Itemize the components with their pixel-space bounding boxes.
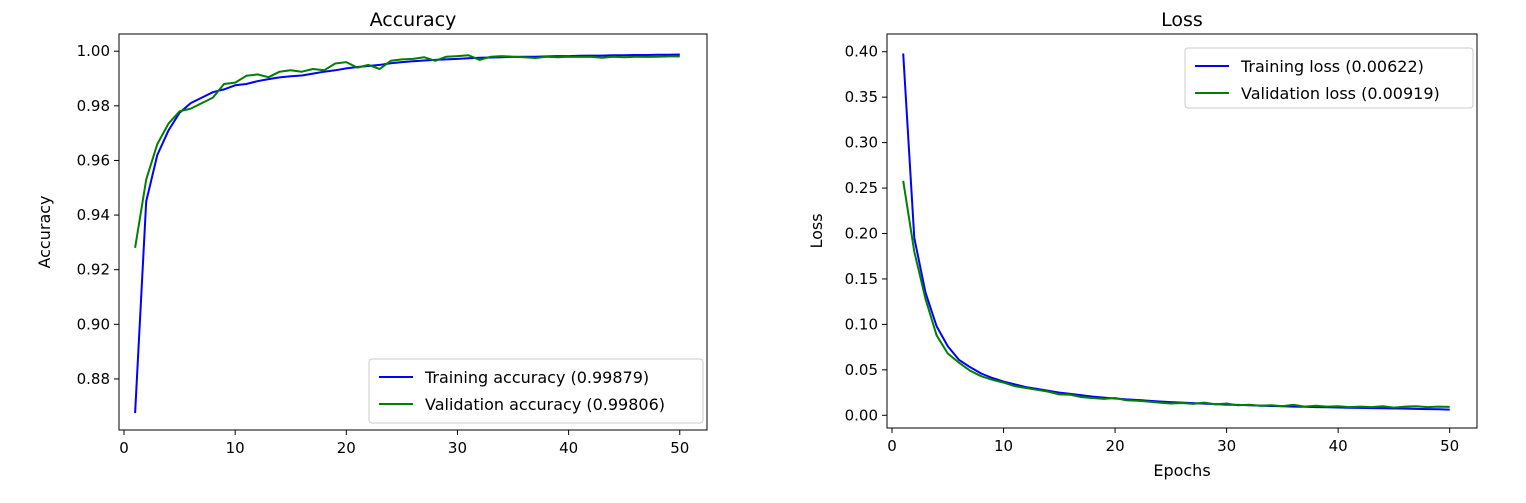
y-axis-label: Loss <box>807 213 826 248</box>
y-tick-label: 0.94 <box>77 206 110 224</box>
x-tick-label: 10 <box>994 437 1013 455</box>
chart-title: Accuracy <box>370 9 457 31</box>
x-tick-label: 10 <box>226 439 245 457</box>
y-tick-label: 0.98 <box>77 97 110 115</box>
legend-box <box>368 358 704 424</box>
x-tick-label: 0 <box>887 437 897 455</box>
chart-title: Loss <box>1161 9 1203 31</box>
y-tick-label: 0.00 <box>845 406 878 424</box>
accuracy-chart: 0 10 20 30 40 50 0.88 0.90 0.92 0.94 0.96 0.98 1.00 A… <box>35 9 708 457</box>
y-tick-label: 0.15 <box>845 270 878 288</box>
x-tick-label: 40 <box>1329 437 1348 455</box>
x-tick-label: 20 <box>337 439 356 457</box>
legend-entry: Validation accuracy (0.99806) <box>425 395 665 414</box>
y-tick-label: 0.30 <box>845 134 878 152</box>
plot-frame <box>886 33 1478 429</box>
y-tick-label: 0.92 <box>77 261 110 279</box>
x-tick-label: 50 <box>1440 437 1459 455</box>
y-tick-label: 0.10 <box>845 315 878 333</box>
y-tick-label: 0.05 <box>845 361 878 379</box>
y-tick-label: 0.25 <box>845 179 878 197</box>
y-tick-label: 0.40 <box>845 43 878 61</box>
x-tick-label: 30 <box>448 439 467 457</box>
x-tick-label: 40 <box>559 439 578 457</box>
legend-entry: Training loss (0.00622) <box>1240 57 1424 76</box>
series-line-validation <box>134 54 680 248</box>
y-tick-label: 0.88 <box>77 370 110 388</box>
x-tick-label: 30 <box>1217 437 1236 455</box>
x-tick-label: 50 <box>670 439 689 457</box>
loss-chart: 0 10 20 30 40 50 0.00 0.05 0.10 0.15 0.20 0.25 0.30 0… <box>807 9 1478 480</box>
y-tick-label: 0.96 <box>77 151 110 169</box>
legend-entry: Training accuracy (0.99879) <box>424 368 649 387</box>
x-axis-label: Epochs <box>1153 461 1210 480</box>
series-line-training <box>134 53 680 414</box>
x-tick-label: 20 <box>1106 437 1125 455</box>
y-tick-label: 0.35 <box>845 88 878 106</box>
legend-box <box>1184 47 1474 109</box>
plot-frame <box>118 33 708 431</box>
y-tick-label: 1.00 <box>77 42 110 60</box>
x-tick-label: 0 <box>119 439 129 457</box>
y-tick-label: 0.90 <box>77 315 110 333</box>
legend-entry: Validation loss (0.00919) <box>1241 84 1440 103</box>
series-line-validation <box>902 180 1450 409</box>
y-tick-label: 0.20 <box>845 224 878 242</box>
y-axis-label: Accuracy <box>35 195 54 268</box>
